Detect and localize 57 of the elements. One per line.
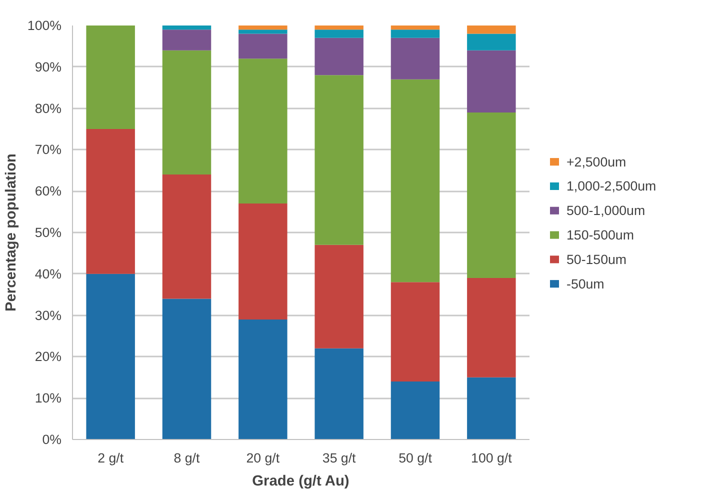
legend-label: 50-150um [566, 252, 627, 267]
y-tick-label: 70% [34, 142, 62, 158]
x-axis-title: Grade (g/t Au) [252, 474, 350, 490]
bar [314, 38, 364, 76]
bar [314, 244, 364, 348]
bar [238, 34, 288, 59]
y-tick-label: 80% [34, 100, 62, 116]
bar [390, 26, 440, 30]
legend-label: 500-1,000um [566, 203, 646, 218]
bar [86, 129, 135, 274]
y-tick-label: 60% [34, 184, 62, 199]
bar [390, 79, 440, 282]
legend-label: +2,500um [566, 154, 626, 170]
bar [467, 34, 516, 50]
bar [162, 26, 212, 30]
legend-label: 150-500um [566, 228, 634, 243]
bar [162, 298, 212, 440]
bar [467, 377, 516, 440]
y-tick-label: 50% [34, 225, 62, 240]
bar [314, 75, 364, 245]
bar [238, 30, 288, 34]
y-tick-label: 10% [34, 390, 62, 406]
y-tick-label: 40% [34, 266, 62, 282]
y-tick-label: 100% [27, 18, 62, 33]
y-axis-title: Percentage population [3, 153, 20, 312]
bar [86, 26, 135, 129]
bar [467, 278, 516, 378]
bar [314, 30, 364, 38]
x-tick-label: 35 g/t [322, 450, 356, 466]
x-tick-label: 100 g/t [471, 450, 512, 466]
bar [467, 112, 516, 278]
bar [86, 274, 135, 440]
x-tick-label: 2 g/t [98, 450, 124, 466]
x-tick-label: 8 g/t [174, 450, 200, 466]
bar [390, 30, 440, 38]
bar [390, 282, 440, 382]
y-tick-label: 20% [34, 349, 62, 364]
y-tick-label: 30% [34, 308, 62, 323]
y-tick-label: 0% [42, 432, 62, 447]
bar [467, 26, 516, 34]
bar [162, 30, 212, 50]
bar [467, 50, 516, 112]
bar [390, 38, 440, 80]
bar [238, 58, 288, 204]
bar [390, 382, 440, 440]
y-tick-label: 90% [34, 59, 62, 74]
bar [314, 348, 364, 440]
x-tick-label: 20 g/t [246, 450, 280, 466]
bar [162, 174, 212, 299]
x-tick-label: 50 g/t [398, 450, 432, 466]
bar [238, 319, 288, 440]
bar [238, 26, 288, 30]
legend-label: -50um [566, 276, 604, 292]
legend-label: 1,000-2,500um [566, 178, 656, 194]
bar [238, 204, 288, 320]
bar [162, 50, 212, 175]
bar [314, 26, 364, 30]
